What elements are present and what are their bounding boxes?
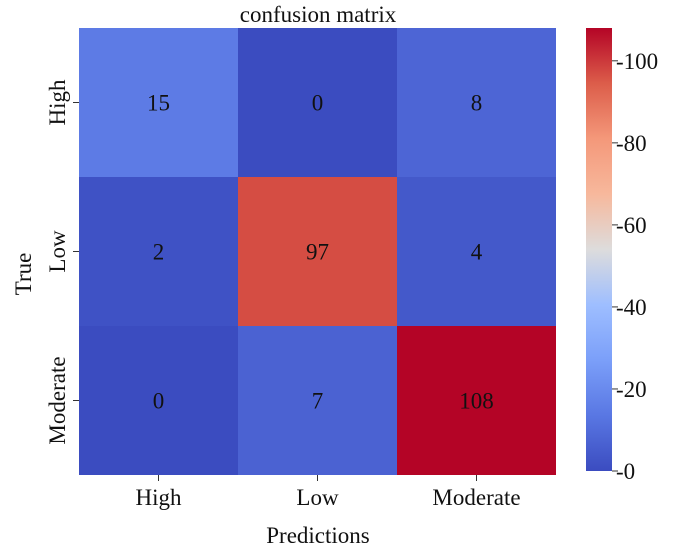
heatmap-cells (79, 28, 556, 475)
heatmap-cell (238, 177, 397, 326)
colorbar-tick-label: -100 (616, 49, 658, 74)
cell-value-label: 97 (306, 240, 329, 265)
cell-value-label: 108 (459, 389, 494, 414)
y-axis-label: True (11, 253, 36, 296)
colorbar-tick-label: -20 (616, 377, 647, 402)
heatmap-cell (397, 326, 556, 475)
heatmap-cell (79, 326, 238, 475)
colorbar-tick-label: -40 (616, 295, 647, 320)
colorbar-tick-label: -60 (616, 213, 647, 238)
colorbar-tick-label: -0 (616, 459, 635, 484)
cell-value-label: 0 (312, 91, 324, 116)
x-axis: High Low Moderate (136, 475, 521, 510)
cell-value-label: 15 (147, 91, 170, 116)
colorbar (586, 28, 612, 471)
heatmap-cell (79, 177, 238, 326)
y-axis: High Low Moderate (45, 79, 79, 445)
heatmap-cell (397, 28, 556, 177)
cell-value-label: 8 (471, 91, 483, 116)
y-tick-label: High (45, 79, 70, 126)
heatmap-cell (238, 28, 397, 177)
heatmap-cell (238, 326, 397, 475)
x-tick-label: High (136, 485, 183, 510)
cell-value-label: 7 (312, 389, 324, 414)
heatmap-cell-labels: 15 0 8 2 97 4 0 7 108 (147, 91, 494, 414)
x-tick-label: Low (296, 485, 339, 510)
cell-value-label: 2 (153, 240, 165, 265)
colorbar-ticks: -0 -20 -40 -60 -80 -100 (612, 49, 658, 484)
cell-value-label: 0 (153, 389, 165, 414)
cell-value-label: 4 (471, 240, 483, 265)
y-tick-label: Moderate (45, 356, 70, 444)
x-tick-label: Moderate (432, 485, 520, 510)
heatmap-cell (79, 28, 238, 177)
y-tick-label: Low (45, 230, 70, 273)
x-axis-label: Predictions (266, 523, 370, 548)
colorbar-tick-label: -80 (616, 131, 647, 156)
chart-title: confusion matrix (240, 2, 397, 27)
heatmap-cell (397, 177, 556, 326)
